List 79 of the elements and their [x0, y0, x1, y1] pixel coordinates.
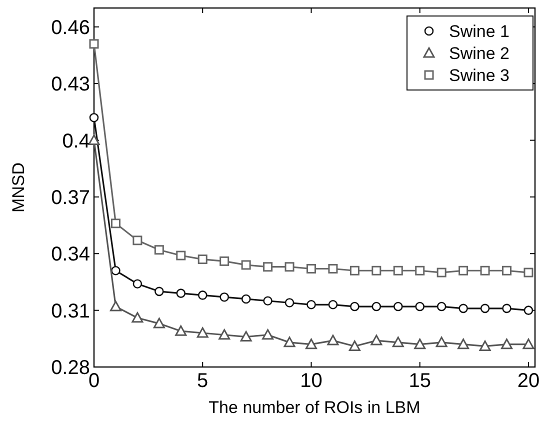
point	[328, 300, 338, 310]
x-axis-title: The number of ROIs in LBM	[208, 398, 420, 417]
point	[153, 318, 165, 328]
point	[393, 266, 403, 276]
point	[132, 236, 142, 246]
point	[306, 264, 316, 274]
y-tick-label: 0.34	[51, 244, 90, 266]
point	[305, 338, 317, 350]
x-tick-label: 20	[517, 370, 540, 392]
point	[479, 340, 491, 351]
point	[176, 250, 186, 260]
point	[198, 290, 208, 300]
point	[240, 331, 252, 342]
point	[110, 218, 120, 228]
point	[89, 39, 99, 49]
x-tick-label: 0	[88, 370, 100, 392]
point	[436, 302, 446, 312]
point	[458, 338, 470, 350]
point	[263, 296, 272, 306]
point	[370, 334, 382, 346]
point	[501, 338, 513, 350]
point	[524, 268, 534, 278]
point	[458, 266, 468, 276]
point	[327, 334, 339, 346]
point	[284, 336, 296, 348]
point	[196, 327, 208, 338]
point	[328, 264, 338, 274]
point	[372, 266, 382, 276]
point	[154, 245, 164, 255]
point	[522, 338, 534, 350]
point	[218, 329, 230, 340]
point	[415, 302, 425, 312]
x-tick-label: 5	[197, 370, 208, 392]
y-tick-label: 0.28	[51, 357, 90, 379]
point	[262, 329, 274, 340]
point	[393, 302, 403, 312]
legend-label: Swine 3	[449, 66, 510, 85]
x-tick-label: 15	[408, 370, 431, 392]
point	[220, 256, 230, 266]
point	[414, 338, 426, 350]
point	[132, 279, 142, 289]
y-tick-label: 0.46	[51, 16, 90, 39]
point	[175, 325, 187, 336]
x-tick-label: 10	[300, 370, 322, 392]
point	[436, 336, 448, 348]
point	[350, 266, 360, 276]
point	[436, 268, 446, 278]
point	[154, 286, 164, 296]
point	[502, 266, 512, 276]
point	[415, 266, 425, 276]
point	[458, 304, 468, 314]
point	[241, 260, 251, 270]
point	[284, 262, 294, 272]
legend-label: Swine 2	[449, 44, 510, 63]
legend-label: Swine 1	[449, 22, 510, 41]
point	[132, 312, 144, 323]
point	[392, 336, 404, 348]
point	[220, 292, 229, 302]
point	[480, 266, 490, 276]
point	[372, 302, 382, 312]
point	[263, 262, 273, 272]
point	[480, 304, 490, 314]
point	[198, 254, 208, 264]
y-tick-label: 0.31	[51, 300, 90, 322]
y-tick-label: 0.37	[51, 186, 90, 209]
point	[502, 304, 512, 314]
y-tick-label: 0.43	[51, 74, 90, 96]
point	[176, 288, 186, 298]
point	[284, 298, 294, 308]
point	[348, 340, 360, 351]
y-tick-label: 0.4	[62, 130, 90, 152]
y-axis-title: MNSD	[9, 162, 28, 213]
point	[524, 306, 534, 315]
point	[89, 112, 99, 122]
point	[306, 300, 316, 310]
point	[111, 266, 120, 276]
point	[241, 294, 251, 304]
point	[350, 302, 360, 312]
point	[110, 300, 122, 312]
